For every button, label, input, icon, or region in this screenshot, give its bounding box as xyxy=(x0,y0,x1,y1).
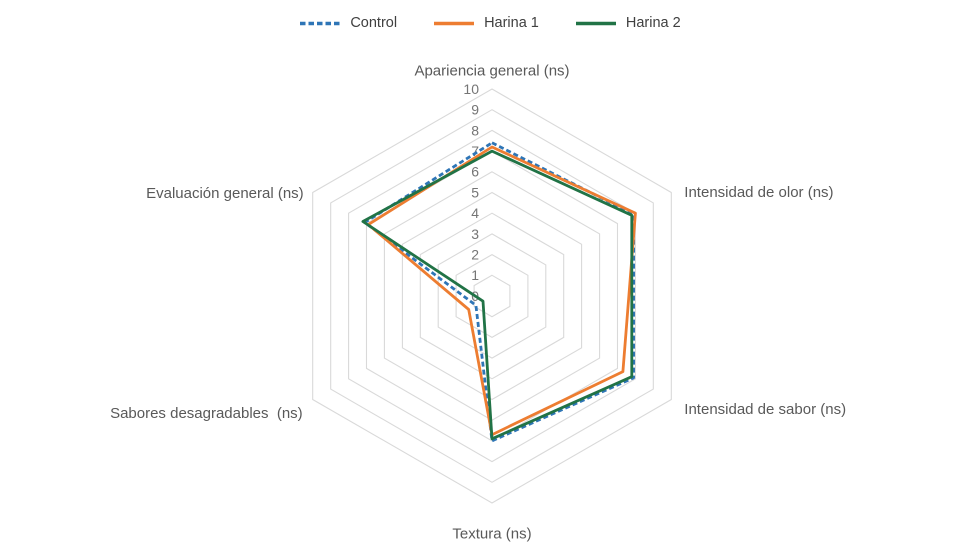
legend-swatch-line xyxy=(434,21,475,25)
legend-label: Control xyxy=(350,15,398,31)
legend-swatch-line xyxy=(575,21,616,25)
series-polygon-control xyxy=(363,141,635,443)
grid-ring-9 xyxy=(330,109,654,483)
radial-tick-label-9: 9 xyxy=(471,102,479,118)
axis-label-5: Sabores desagradables (ns) xyxy=(110,405,303,422)
legend-item-harina-1: Harina 1 xyxy=(433,15,539,31)
legend-item-harina-2: Harina 2 xyxy=(575,15,681,31)
radial-tick-label-10: 10 xyxy=(463,81,479,97)
grid-ring-1 xyxy=(473,274,511,318)
radial-tick-label-8: 8 xyxy=(471,122,479,138)
radial-tick-label-3: 3 xyxy=(471,226,479,242)
radial-tick-label-5: 5 xyxy=(471,184,479,200)
grid-ring-5 xyxy=(401,191,583,401)
grid-ring-7 xyxy=(365,150,619,442)
grid-ring-6 xyxy=(383,171,601,421)
radial-tick-label-1: 1 xyxy=(471,267,479,283)
grid-ring-8 xyxy=(348,129,636,463)
radial-tick-label-2: 2 xyxy=(471,247,479,263)
grid-ring-10 xyxy=(312,88,672,504)
radial-tick-label-7: 7 xyxy=(471,143,479,159)
legend-label: Harina 2 xyxy=(625,15,681,31)
axis-label-4: Textura (ns) xyxy=(452,525,531,542)
legend-item-control: Control xyxy=(299,15,397,31)
chart-legend: Control Harina 1 Harina 2 xyxy=(0,15,980,31)
axis-label-3: Intensidad de sabor (ns) xyxy=(684,401,846,418)
radial-tick-label-6: 6 xyxy=(471,164,479,180)
grid-ring-2 xyxy=(455,253,529,339)
grid-ring-4 xyxy=(419,212,565,380)
series-polygon-harina-2 xyxy=(361,149,634,441)
legend-swatch-dashed-line xyxy=(300,21,341,25)
axis-label-2: Intensidad de olor (ns) xyxy=(684,184,833,201)
grid-ring-3 xyxy=(437,233,547,359)
axis-label-6: Evaluación general (ns) xyxy=(146,185,304,202)
legend-label: Harina 1 xyxy=(484,15,539,31)
radial-tick-label-4: 4 xyxy=(471,205,479,221)
axis-label-1: Apariencia general (ns) xyxy=(414,62,569,79)
